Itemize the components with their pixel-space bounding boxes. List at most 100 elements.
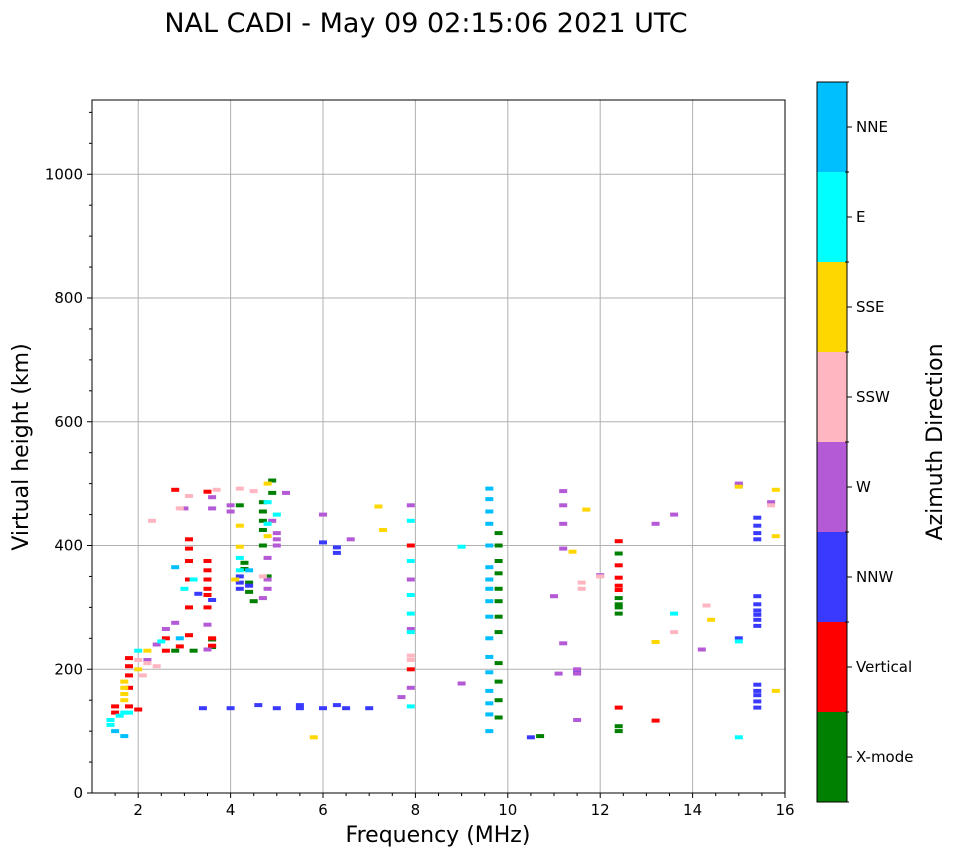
colorbar: X-mode Vertical NNW W SSW SSE E NNE [816, 81, 913, 803]
data-point-sse [771, 487, 780, 492]
data-point-x-mode [240, 567, 249, 571]
data-point-e [734, 639, 743, 644]
data-point-e [406, 593, 415, 597]
data-point-nnw [753, 612, 762, 617]
data-point-x-mode [249, 599, 258, 604]
x-tick-label: 2 [133, 801, 143, 819]
data-point-vertical [406, 667, 415, 672]
data-point-x-mode [536, 734, 545, 739]
data-point-x-mode [614, 605, 623, 610]
data-point-vertical [208, 636, 217, 641]
chart-title: NAL CADI - May 09 02:15:06 2021 UTC [164, 8, 687, 39]
data-point-nne [485, 614, 494, 619]
data-point-sse [582, 507, 591, 512]
data-point-nnw [753, 699, 762, 704]
data-point-e [406, 630, 415, 635]
data-point-nnw [526, 735, 535, 740]
data-point-x-mode [494, 531, 503, 536]
data-point-e [235, 568, 244, 573]
data-point-ssw [702, 603, 711, 608]
data-point-e [180, 586, 189, 591]
data-point-x-mode [494, 586, 503, 591]
data-point-nne [485, 565, 494, 570]
data-point-vertical [185, 559, 193, 563]
data-point-sse [374, 504, 383, 509]
colorbar-tick-label: X-mode [856, 748, 913, 766]
data-point-nne [485, 688, 494, 693]
y-tick-label: 200 [54, 660, 83, 678]
data-point-w [226, 509, 235, 514]
data-marks [106, 478, 780, 740]
data-point-x-mode [614, 729, 623, 734]
data-point-nne [485, 654, 494, 659]
data-point-w [406, 577, 415, 582]
data-point-x-mode [189, 648, 198, 653]
colorbar-tick-label: W [856, 478, 871, 496]
data-point-nnw [235, 586, 244, 591]
data-point-nnw [235, 574, 244, 579]
data-point-ssw [143, 661, 152, 666]
data-point-x-mode [258, 528, 267, 532]
data-point-sse [771, 688, 780, 693]
data-point-sse [651, 640, 660, 644]
data-point-w [457, 681, 466, 686]
colorbar-label: Azimuth Direction [923, 343, 948, 540]
data-point-nnw [332, 703, 341, 708]
data-point-x-mode [240, 560, 249, 565]
data-point-e [120, 710, 129, 715]
data-point-nne [120, 734, 129, 739]
data-point-w [208, 506, 217, 511]
data-point-vertical [614, 563, 623, 568]
data-point-e [189, 577, 198, 582]
data-point-nnw [753, 688, 762, 693]
x-tick-label: 4 [226, 801, 236, 819]
data-point-nnw [753, 515, 762, 520]
data-point-vertical [125, 673, 133, 678]
data-point-x-mode [235, 503, 244, 508]
plot-grid [92, 100, 786, 794]
data-point-nne [171, 565, 180, 570]
data-point-w [263, 577, 272, 582]
colorbar-tick-label: SSE [856, 298, 885, 316]
data-point-nne [485, 729, 494, 734]
data-point-sse [568, 549, 577, 554]
data-point-e [106, 718, 115, 722]
data-point-sse [134, 667, 143, 672]
data-point-e [406, 704, 415, 709]
data-point-nnw [753, 617, 762, 622]
plot-frame [91, 99, 786, 794]
data-point-w [406, 627, 415, 631]
data-point-vertical [125, 664, 133, 669]
data-point-nnw [295, 703, 304, 708]
data-point-vertical [175, 644, 184, 649]
data-point-sse [734, 484, 743, 489]
data-point-nne [485, 521, 494, 526]
data-point-ssw [406, 653, 415, 658]
data-point-x-mode [494, 543, 503, 548]
colorbar-frame [816, 81, 848, 803]
data-point-x-mode [614, 602, 623, 607]
data-point-x-mode [494, 698, 503, 703]
data-point-w [319, 512, 327, 517]
data-point-ssw [258, 574, 267, 579]
data-point-vertical [614, 705, 623, 710]
data-point-e [406, 611, 415, 616]
data-point-x-mode [245, 589, 254, 594]
data-point-e [670, 611, 679, 616]
data-point-vertical [171, 487, 180, 492]
data-point-vertical [125, 656, 133, 661]
data-point-w [406, 685, 415, 690]
data-point-nnw [753, 608, 762, 613]
data-point-nnw [342, 706, 351, 711]
colorbar-swatch-e [817, 172, 847, 262]
data-point-vertical [203, 489, 212, 494]
data-point-ssw [175, 506, 184, 511]
y-axis-ticks: 0 200 400 600 800 1000 [45, 111, 92, 802]
data-point-w [346, 537, 355, 542]
data-point-vertical [614, 575, 623, 580]
data-point-w [272, 537, 281, 542]
data-point-vertical [111, 704, 120, 709]
data-point-w [559, 489, 568, 494]
data-point-x-mode [494, 614, 503, 619]
